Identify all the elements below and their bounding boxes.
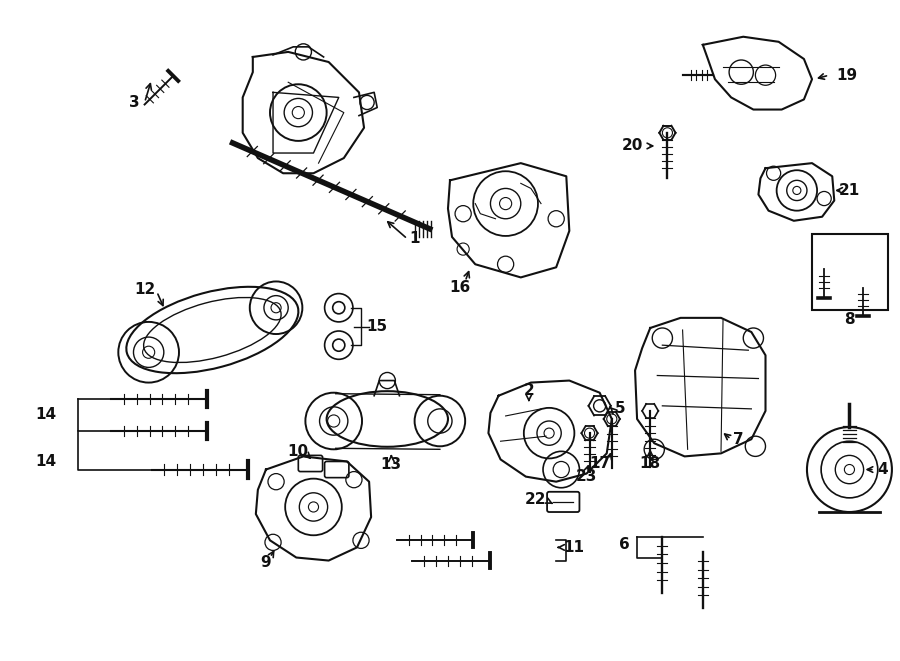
Text: 2: 2 [524, 383, 535, 398]
Text: 9: 9 [261, 555, 271, 570]
Text: 11: 11 [562, 540, 584, 555]
Bar [812, 234, 888, 310]
Text: 5: 5 [615, 401, 626, 416]
Text: 3: 3 [130, 95, 140, 110]
Text: 6: 6 [618, 537, 629, 552]
Text: 14: 14 [35, 407, 56, 422]
Text: 12: 12 [134, 282, 155, 297]
Text: 19: 19 [836, 67, 857, 83]
Text: 17: 17 [590, 456, 610, 471]
Text: 18: 18 [640, 456, 661, 471]
Text: 1: 1 [410, 231, 420, 247]
Text: 20: 20 [621, 138, 643, 153]
Text: 22: 22 [526, 492, 546, 508]
Text: 10: 10 [288, 444, 309, 459]
Text: 4: 4 [878, 462, 888, 477]
Text: 23: 23 [576, 469, 598, 484]
Text: 14: 14 [35, 454, 56, 469]
Text: 21: 21 [839, 183, 860, 198]
Text: 8: 8 [844, 313, 855, 327]
Text: 15: 15 [366, 319, 388, 334]
Text: 13: 13 [381, 457, 402, 472]
Text: 16: 16 [449, 280, 471, 295]
Text: 7: 7 [733, 432, 743, 447]
